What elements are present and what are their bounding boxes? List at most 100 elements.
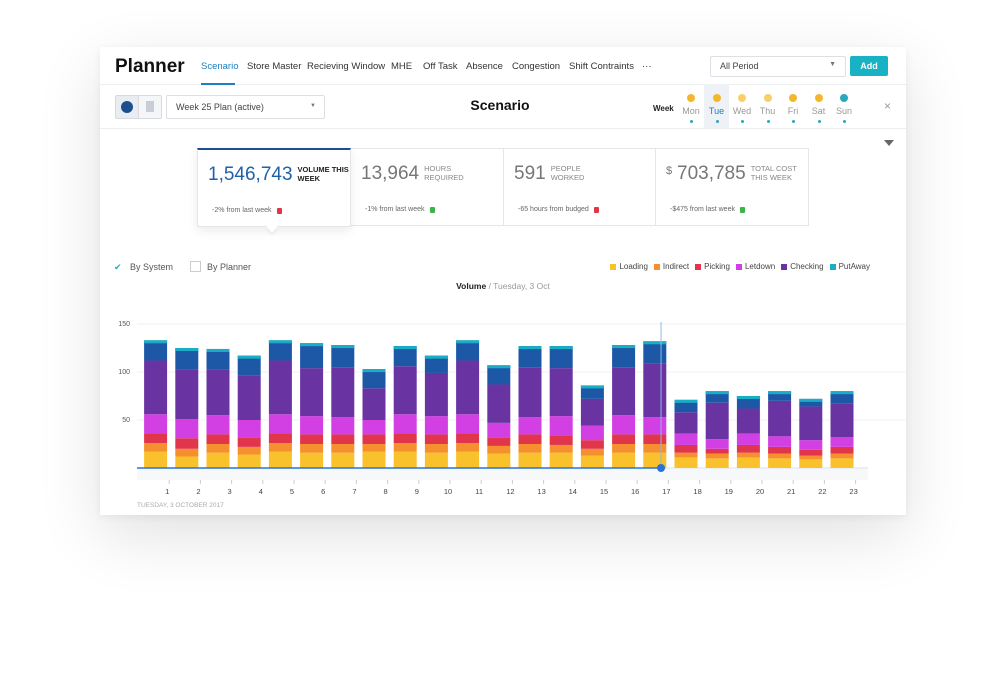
bar-segment	[549, 444, 573, 453]
bar-segment	[268, 433, 292, 444]
tab-underline	[201, 83, 235, 85]
x-tick-label: 10	[444, 487, 452, 496]
bar-segment	[799, 449, 823, 456]
weather-icon	[712, 94, 721, 102]
tab[interactable]: MHE	[391, 61, 413, 72]
bar-segment	[424, 444, 448, 453]
bar-segment	[206, 348, 230, 370]
view-compass[interactable]	[115, 95, 139, 119]
period-text: All Period	[720, 61, 759, 71]
cursor-dot	[657, 464, 666, 472]
kpi-value: 591	[514, 163, 546, 184]
bar-segment	[705, 391, 729, 403]
day[interactable]: Thu	[759, 106, 776, 116]
toolbar-title: Scenario	[470, 97, 530, 113]
tab[interactable]: Shift Contraints	[569, 61, 634, 72]
checkbox[interactable]	[190, 261, 201, 272]
kpi-change: -1% from last week	[365, 206, 425, 213]
day-dot	[741, 120, 744, 123]
bar-segment	[362, 451, 386, 468]
tab[interactable]: Store Master	[247, 61, 302, 72]
close-button[interactable]: ×	[884, 99, 892, 113]
trend-icon	[593, 207, 599, 213]
day[interactable]: Fri	[787, 106, 799, 116]
tab[interactable]: Off Task	[423, 61, 458, 72]
bar-segment	[393, 443, 417, 452]
bar-segment	[393, 366, 417, 415]
kpi-card: 13,964 HOURS REQUIRED -1% from last week	[350, 148, 504, 226]
plan-select[interactable]: Week 25 Plan (active) ▼	[166, 95, 325, 119]
bar-segment	[768, 400, 792, 437]
bar-segment	[518, 434, 542, 444]
bar-segment	[331, 417, 355, 435]
bar-segment	[456, 451, 480, 468]
tab[interactable]: Congestion	[512, 61, 561, 72]
bar-cap	[549, 346, 573, 350]
tab[interactable]: ···	[642, 61, 652, 72]
toggle-planner[interactable]: By Planner	[207, 262, 252, 272]
bar-segment	[643, 444, 667, 453]
bar-segment	[144, 360, 168, 415]
x-tick-label: 4	[259, 487, 263, 496]
bar-segment	[144, 451, 168, 468]
x-tick-label: 11	[475, 487, 483, 496]
tab[interactable]: Recieving Window	[307, 61, 386, 72]
legend-label: PutAway	[838, 262, 870, 271]
day[interactable]: Sun	[835, 106, 852, 116]
bar-segment	[456, 433, 480, 444]
bar-segment	[206, 434, 230, 444]
kpi-change: -$475 from last week	[670, 206, 735, 213]
y-tick-label: 50	[122, 417, 130, 424]
kpi-label: PEOPLE WORKED	[550, 164, 585, 182]
day[interactable]: Mon	[682, 106, 700, 116]
x-tick-label: 17	[662, 487, 670, 496]
legend-swatch	[735, 264, 742, 270]
weather-icon	[738, 94, 746, 102]
bar-segment	[612, 415, 636, 435]
filter-icon[interactable]	[884, 140, 894, 146]
x-tick-label: 16	[631, 487, 639, 496]
period-select[interactable]: All Period ▼	[710, 56, 846, 77]
trend-icon	[429, 207, 435, 213]
weather-icon	[840, 94, 848, 102]
bar-segment	[705, 402, 729, 440]
bar-segment	[674, 457, 698, 468]
bar-segment	[424, 452, 448, 468]
trend-icon	[276, 208, 282, 214]
day[interactable]: Tue	[708, 106, 725, 116]
tab[interactable]: Absence	[466, 61, 503, 72]
bar-segment	[799, 398, 823, 407]
view-doc[interactable]	[138, 95, 162, 119]
day[interactable]: Wed	[732, 106, 752, 116]
day[interactable]: Sat	[811, 106, 826, 116]
kpi-card: 591 PEOPLE WORKED -65 hours from budged	[503, 148, 657, 226]
x-tick-label: 13	[537, 487, 545, 496]
bar-segment	[674, 444, 698, 453]
legend-label: Checking	[790, 262, 824, 271]
bar-segment	[300, 368, 324, 417]
bar-segment	[518, 417, 542, 435]
bar-segment	[643, 341, 667, 364]
toggle-system[interactable]: By System	[130, 262, 174, 272]
bar-segment	[393, 346, 417, 367]
x-tick-label: 22	[818, 487, 826, 496]
x-tick-label: 6	[321, 487, 325, 496]
kpi-currency: $	[666, 165, 673, 177]
bar-segment	[175, 438, 199, 449]
add-button[interactable]: Add	[850, 56, 888, 76]
chart-title: Volume	[456, 281, 487, 291]
x-tick-label: 8	[384, 487, 388, 496]
kpi-change: -2% from last week	[212, 207, 272, 214]
bar-segment	[144, 433, 168, 444]
bar-segment	[175, 348, 199, 370]
x-tick-label: 23	[849, 487, 857, 496]
x-tick-label: 12	[506, 487, 514, 496]
x-tick-label: 9	[415, 487, 419, 496]
bar-segment	[768, 453, 792, 459]
bar-segment	[424, 372, 448, 417]
bar-segment	[362, 388, 386, 420]
x-tick-label: 7	[352, 487, 356, 496]
bar-segment	[549, 368, 573, 417]
tab[interactable]: Scenario	[201, 61, 239, 72]
bar-cap	[705, 391, 729, 395]
